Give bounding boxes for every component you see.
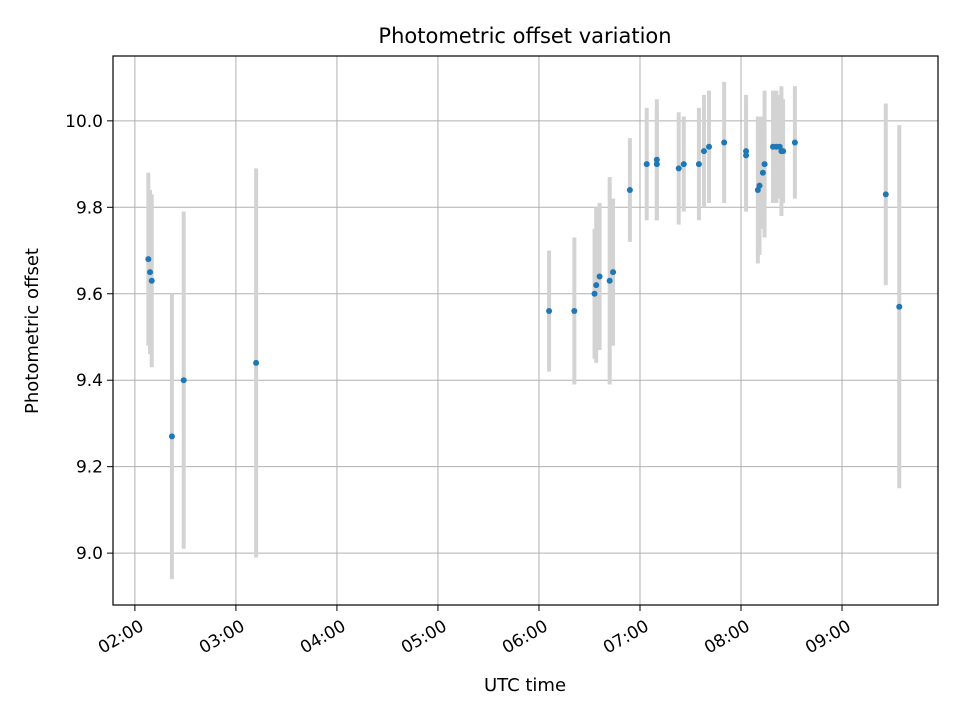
data-point [653,161,660,168]
data-point [148,277,155,284]
data-point [610,269,617,276]
data-point [546,308,553,315]
x-tick-label: 08:00 [701,616,753,658]
x-tick-label: 03:00 [196,616,248,658]
data-point [791,139,798,146]
data-point [706,143,713,150]
data-point [571,308,578,315]
data-point [780,148,787,155]
data-point [606,277,613,284]
chart-title: Photometric offset variation [378,24,671,48]
plot-frame [112,55,939,606]
data-point [695,161,702,168]
y-tick-label: 9.8 [76,198,103,218]
data-point [680,161,687,168]
data-point [591,290,598,297]
x-axis-label: UTC time [484,675,566,696]
data-point [721,139,728,146]
x-tick-label: 05:00 [398,616,450,658]
data-points [145,139,903,440]
data-point [759,169,766,176]
data-point [700,148,707,155]
x-tick-label: 02:00 [95,616,147,658]
data-point [180,377,187,384]
data-point [168,433,175,440]
y-axis-label: Photometric offset [22,248,43,414]
data-point [896,303,903,310]
data-point [756,182,763,189]
x-tick-label: 04:00 [297,616,349,658]
error-bars [146,81,902,580]
data-point [643,161,650,168]
y-tick-label: 9.2 [76,458,103,478]
y-tick-label: 9.6 [76,285,103,305]
data-point [147,269,154,276]
x-tick-label: 07:00 [600,616,652,658]
y-tick-label: 9.4 [76,371,103,391]
data-point [626,187,633,194]
y-tick-label: 10.0 [65,112,103,132]
data-point [253,359,260,366]
grid-lines [113,56,938,605]
data-point [882,191,889,198]
y-tick-label: 9.0 [76,544,103,564]
data-point [743,152,750,159]
x-tick-label: 06:00 [499,616,551,658]
data-point [653,156,660,163]
data-point [593,282,600,289]
data-point [743,148,750,155]
data-point [761,161,768,168]
data-point [596,273,603,280]
data-point [145,256,152,263]
data-point [675,165,682,172]
x-tick-label: 09:00 [802,616,854,658]
